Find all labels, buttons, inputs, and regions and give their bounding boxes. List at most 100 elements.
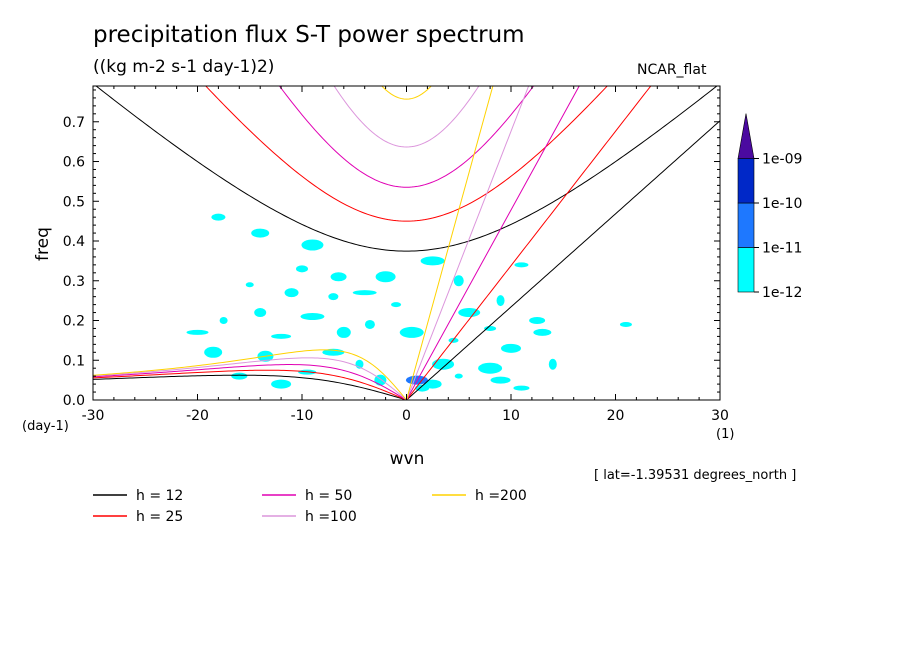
dispersion-curve (93, 374, 407, 400)
dispersion-curve (406, 86, 494, 400)
source-label: NCAR_flat (637, 62, 707, 78)
x-axis-label: wvn (390, 449, 425, 469)
dispersion-curve (406, 86, 652, 400)
contour-patch (301, 239, 324, 251)
colorbar-label: 1e-10 (762, 196, 802, 212)
colorbar-label: 1e-11 (762, 241, 802, 257)
contour-patch (496, 295, 505, 307)
y-axis-unit: (day-1) (22, 419, 69, 434)
contour-patch (251, 228, 270, 238)
contour-patch (453, 275, 464, 287)
x-tick-label: 30 (711, 408, 729, 424)
contour-patch (478, 362, 503, 374)
dispersion-curve (406, 86, 580, 400)
contour-patch (619, 321, 632, 327)
y-tick-label: 0.5 (63, 194, 85, 210)
contour-patch (533, 328, 552, 336)
dispersion-curve (381, 86, 432, 100)
contour-patch (415, 384, 430, 392)
contour-patch (529, 317, 546, 325)
x-tick-label: -20 (186, 408, 209, 424)
contour-patch (458, 308, 481, 318)
dispersion-curve (93, 349, 407, 400)
y-tick-labels: 0.0 0.1 0.2 0.3 0.4 0.5 0.6 0.7 (63, 115, 85, 409)
contour-patch (432, 358, 455, 370)
y-tick-label: 0.4 (63, 234, 85, 250)
contour-patch (204, 346, 223, 358)
latitude-info: [ lat=-1.39531 degrees_north ] (594, 468, 797, 483)
dispersion-curve (205, 86, 608, 222)
contour-patch (448, 337, 459, 343)
y-tick-label: 0.0 (63, 393, 85, 409)
contour-patch (284, 288, 299, 298)
contour-patch (490, 376, 511, 384)
contour-patch (211, 213, 226, 221)
contour-patch (330, 272, 347, 282)
contour-patch (352, 290, 377, 296)
chart-units: ((kg m-2 s-1 day-1)2) (93, 57, 275, 77)
y-tick-label: 0.1 (63, 353, 85, 369)
legend-label: h = 12 (136, 488, 183, 504)
legend-label: h =200 (475, 488, 527, 504)
colorbar-label: 1e-09 (762, 152, 802, 168)
contour-patch (231, 372, 248, 380)
axis-ticks (92, 86, 721, 401)
legend-label: h = 50 (305, 488, 352, 504)
contour-patch (219, 317, 228, 325)
y-tick-label: 0.2 (63, 314, 85, 330)
colorbar-segment (737, 202, 755, 248)
x-tick-label: -10 (291, 408, 314, 424)
colorbar-extend-arrow (737, 113, 755, 159)
y-tick-label: 0.6 (63, 155, 85, 171)
contour-layer (186, 213, 632, 392)
contour-patch (399, 326, 424, 338)
contour-patch (501, 343, 521, 353)
x-tick-label: 0 (402, 408, 411, 424)
contour-patch (513, 385, 530, 391)
x-tick-label: 10 (502, 408, 520, 424)
dispersion-curve (406, 86, 530, 400)
contour-patch (271, 333, 292, 339)
legend: h = 12 h = 25 h = 50 h =100 h =200 (93, 488, 527, 525)
contour-patch (454, 373, 463, 379)
contour-patch (245, 282, 254, 288)
contour-patch (484, 325, 497, 331)
contour-patch (254, 308, 267, 318)
contour-patch (420, 256, 445, 266)
legend-label: h = 25 (136, 509, 183, 525)
dispersion-curve (95, 86, 718, 252)
plot-frame (92, 85, 721, 401)
contour-patch (375, 271, 396, 283)
contour-patch (391, 302, 402, 308)
dispersion-curve (333, 86, 480, 148)
x-tick-labels: -30 -20 -10 0 10 20 30 (82, 408, 729, 424)
dispersion-curve (406, 120, 720, 400)
contour-patch (300, 313, 325, 321)
y-tick-label: 0.3 (63, 274, 85, 290)
dispersion-curve-layer (93, 86, 720, 400)
y-tick-label: 0.7 (63, 115, 85, 131)
contour-patch (336, 326, 351, 338)
dispersion-curve (93, 364, 407, 400)
dispersion-curve (93, 357, 407, 400)
colorbar-segment (737, 158, 755, 204)
dispersion-curve (278, 86, 535, 188)
contour-patch (548, 358, 557, 370)
colorbar: 1e-12 1e-11 1e-10 1e-09 (737, 113, 802, 301)
colorbar-label: 1e-12 (762, 285, 802, 301)
contour-patch (514, 262, 529, 268)
x-axis-unit: (1) (716, 427, 734, 442)
dispersion-curve (93, 369, 407, 400)
colorbar-segment (737, 247, 755, 293)
y-axis-label: freq (33, 227, 53, 261)
chart-title: precipitation flux S-T power spectrum (93, 22, 525, 48)
x-tick-label: 20 (607, 408, 625, 424)
contour-patch (296, 265, 308, 273)
contour-patch (186, 329, 209, 335)
contour-patch (271, 379, 292, 389)
x-tick-label: -30 (82, 408, 105, 424)
contour-patch (364, 319, 375, 329)
legend-label: h =100 (305, 509, 357, 525)
contour-patch (328, 293, 339, 301)
